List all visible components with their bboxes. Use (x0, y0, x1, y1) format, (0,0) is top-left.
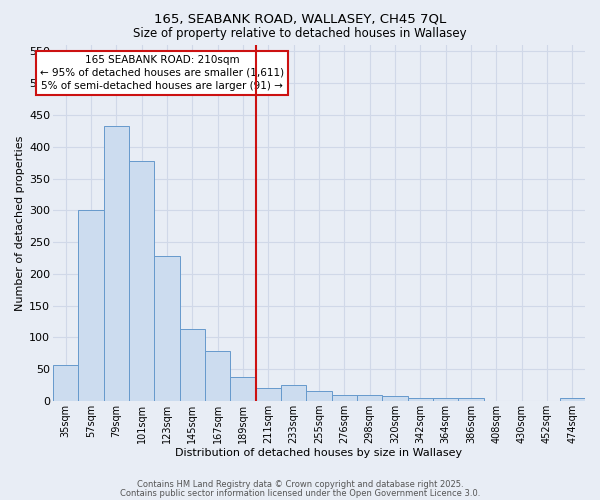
Bar (256, 388, 281, 401)
Bar (357, 396, 382, 401)
Bar (79, 210, 104, 401)
Bar (382, 396, 407, 401)
Bar (53, 365, 79, 401)
Bar (433, 398, 458, 401)
Bar (560, 398, 585, 401)
X-axis label: Distribution of detached houses by size in Wallasey: Distribution of detached houses by size … (175, 448, 463, 458)
Bar (230, 377, 256, 401)
Bar (458, 398, 484, 401)
Bar (407, 398, 433, 401)
Text: 165, SEABANK ROAD, WALLASEY, CH45 7QL: 165, SEABANK ROAD, WALLASEY, CH45 7QL (154, 12, 446, 26)
Text: 165 SEABANK ROAD: 210sqm
← 95% of detached houses are smaller (1,611)
5% of semi: 165 SEABANK ROAD: 210sqm ← 95% of detach… (40, 54, 284, 91)
Bar (332, 396, 357, 401)
Bar (205, 352, 230, 401)
Bar (281, 384, 307, 401)
Bar (180, 329, 205, 401)
Text: Size of property relative to detached houses in Wallasey: Size of property relative to detached ho… (133, 28, 467, 40)
Bar (307, 391, 332, 401)
Y-axis label: Number of detached properties: Number of detached properties (15, 136, 25, 310)
Text: Contains HM Land Registry data © Crown copyright and database right 2025.: Contains HM Land Registry data © Crown c… (137, 480, 463, 489)
Bar (104, 126, 129, 401)
Bar (154, 256, 180, 401)
Bar (129, 162, 154, 401)
Text: Contains public sector information licensed under the Open Government Licence 3.: Contains public sector information licen… (120, 490, 480, 498)
